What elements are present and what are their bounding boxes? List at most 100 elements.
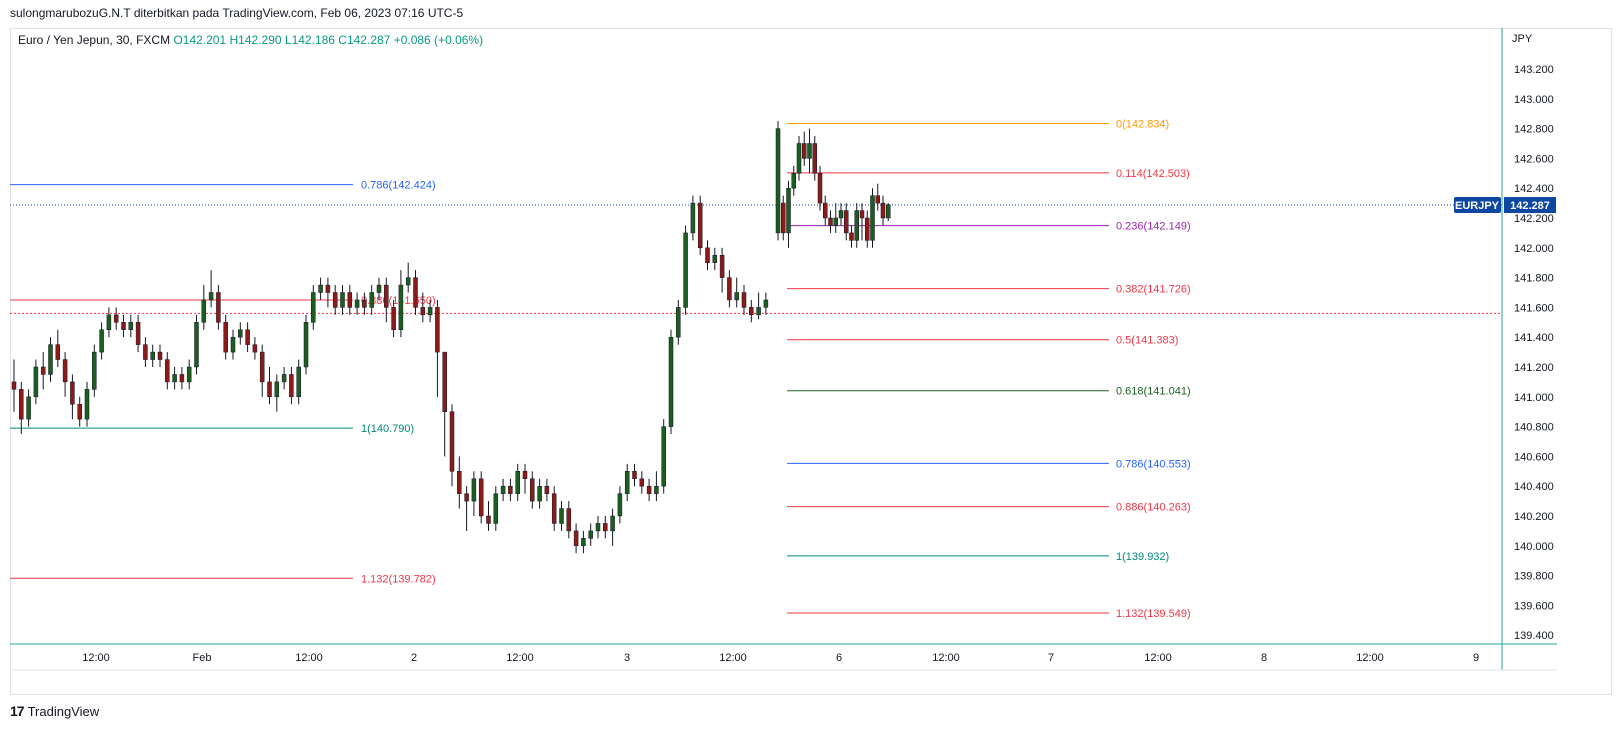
candle-body — [121, 322, 126, 330]
fib-right-label: 0(142.834) — [1116, 119, 1169, 131]
price-tick-label: 139.600 — [1514, 600, 1554, 612]
time-tick-label: 12:00 — [82, 652, 110, 664]
candle-body — [70, 381, 75, 405]
fib-left-label: 0.786(142.424) — [361, 180, 436, 192]
fib-right-label: 0.114(142.503) — [1116, 168, 1190, 180]
candle-body — [875, 195, 880, 204]
candle-body — [697, 202, 703, 249]
candle-body — [391, 307, 396, 330]
candle-body — [179, 374, 185, 383]
candle-body — [610, 515, 615, 532]
candle-body — [325, 284, 331, 293]
fib-right-label: 0.618(141.041) — [1116, 386, 1191, 398]
candle-body — [427, 307, 433, 316]
publish-info: sulongmarubozuG.N.T diterbitkan pada Tra… — [10, 6, 464, 20]
candle-body — [267, 381, 272, 398]
price-tick-label: 140.000 — [1514, 541, 1554, 553]
candle-body — [92, 351, 97, 390]
candle-body — [208, 292, 214, 301]
candle-body — [859, 210, 865, 219]
time-tick-label: 7 — [1048, 652, 1054, 664]
candle-body — [245, 329, 250, 345]
candle-body — [347, 292, 353, 308]
candle-body — [749, 307, 754, 316]
time-tick-label: 2 — [411, 652, 417, 664]
candle-body — [289, 374, 294, 398]
price-axis: JPY 143.200 143.000 142.800 142.600 142.400 14… — [10, 28, 1557, 671]
fib-right-label: 1(139.932) — [1116, 551, 1169, 563]
symbol-badge-text: EURJPY — [1455, 200, 1500, 212]
candle-body — [654, 485, 659, 494]
tradingview-brand[interactable]: 17 TradingView — [10, 703, 99, 719]
candle-body — [781, 202, 786, 234]
candle-body — [405, 277, 411, 286]
candle-body — [150, 351, 155, 360]
candle-body — [833, 217, 838, 226]
candle-body — [802, 143, 807, 159]
candle-body — [464, 493, 469, 502]
fib-left-label: 1(140.790) — [361, 423, 414, 435]
candle-body — [838, 210, 844, 219]
time-tick-label: 3 — [624, 652, 630, 664]
candle-body — [712, 255, 718, 263]
candle-body — [493, 493, 499, 524]
candle-body — [311, 292, 316, 323]
candle-body — [668, 336, 674, 427]
candle-body — [435, 307, 440, 353]
candle-body — [823, 202, 828, 219]
candle-body — [544, 485, 550, 494]
candle-body — [603, 523, 608, 532]
fib-right-label: 0.236(142.149) — [1116, 221, 1191, 233]
candle-body — [646, 485, 652, 494]
candle-body — [870, 195, 875, 241]
candle-body — [559, 508, 564, 524]
candle-body — [639, 478, 645, 487]
candle-body — [62, 359, 68, 383]
candle-body — [128, 322, 134, 330]
candle-body — [398, 284, 404, 330]
price-tick-label: 142.800 — [1514, 124, 1554, 136]
fib-right-label: 1.132(139.549) — [1116, 608, 1191, 620]
candle-body — [413, 277, 418, 308]
time-tick-label: 12:00 — [295, 652, 323, 664]
chart-frame — [10, 28, 1612, 695]
low-value: L142.186 — [284, 33, 335, 47]
candle-body — [617, 493, 623, 517]
candle-body — [157, 351, 163, 360]
price-tick-label: 141.400 — [1514, 332, 1554, 344]
candle-body — [844, 210, 849, 234]
open-value: O142.201 — [173, 33, 227, 47]
candle-body — [457, 471, 462, 494]
time-tick-label: 12:00 — [1144, 652, 1172, 664]
candle-body — [230, 336, 236, 353]
candle-body — [172, 374, 177, 383]
candles — [11, 121, 891, 554]
price-tick-label: 140.400 — [1514, 481, 1554, 493]
price-tick-label: 143.200 — [1514, 64, 1554, 76]
candle-body — [756, 307, 761, 316]
fib-right-label: 0.382(141.726) — [1116, 284, 1191, 296]
candle-body — [817, 173, 823, 204]
currency-label: JPY — [1512, 33, 1533, 45]
time-tick-label: 6 — [836, 652, 842, 664]
candle-body — [369, 292, 374, 308]
time-tick-label: Feb — [193, 652, 212, 664]
candle-body — [420, 307, 426, 316]
candle-body — [33, 366, 39, 398]
brand-name: TradingView — [27, 703, 100, 719]
candle-body — [537, 485, 542, 502]
candle-body — [84, 389, 90, 420]
candle-body — [624, 471, 630, 494]
candle-body — [165, 359, 170, 383]
candle-body — [478, 478, 484, 517]
candle-body — [26, 396, 31, 420]
candle-body — [223, 322, 228, 353]
high-value: H142.290 — [229, 33, 282, 47]
candle-body — [515, 471, 520, 494]
candle-body — [113, 314, 119, 323]
symbol-badge — [1454, 197, 1501, 214]
candle-body — [19, 389, 24, 420]
time-axis: 12:00 Feb 12:00 2 12:00 3 12:00 6 12:00 7 12:00 8 12… — [82, 652, 1479, 664]
fib-right-label: 0.5(141.383) — [1116, 335, 1178, 347]
